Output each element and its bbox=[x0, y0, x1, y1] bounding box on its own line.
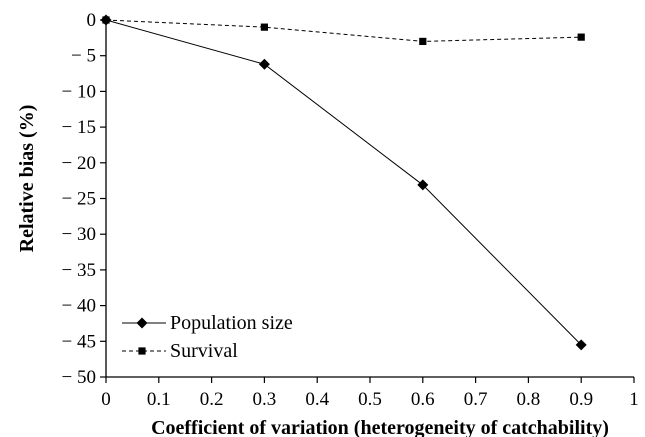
data-point-survival bbox=[260, 23, 268, 31]
x-tick-label: 0.5 bbox=[358, 389, 382, 410]
y-tick-label: 0 bbox=[87, 10, 97, 31]
x-tick-label: 0 bbox=[101, 389, 111, 410]
x-tick-label: 0.2 bbox=[200, 389, 224, 410]
data-point-population-size bbox=[575, 339, 587, 351]
legend-marker-population-size bbox=[136, 317, 148, 329]
x-tick-label: 0.3 bbox=[253, 389, 277, 410]
legend: Population size Survival bbox=[122, 312, 293, 362]
x-tick-label: 0.9 bbox=[569, 389, 593, 410]
series-layer bbox=[100, 14, 587, 351]
y-tick-label: − 25 bbox=[62, 189, 96, 210]
y-tick-label: − 45 bbox=[62, 331, 96, 352]
y-tick-label: − 30 bbox=[62, 224, 96, 245]
y-axis-title: Relative bias (%) bbox=[16, 105, 38, 253]
series-line-population-size bbox=[105, 19, 582, 346]
y-tick-label: − 15 bbox=[62, 117, 96, 138]
legend-label-survival: Survival bbox=[170, 340, 238, 362]
y-tick-label: − 5 bbox=[71, 46, 96, 67]
legend-marker-survival bbox=[138, 347, 146, 355]
y-tick-label: − 10 bbox=[62, 81, 96, 102]
y-tick-label: − 20 bbox=[62, 153, 96, 174]
x-axis-ticks: 0 0.1 0.2 0.3 0.4 0.5 0.6 0.7 0.8 0.9 1 bbox=[101, 377, 639, 410]
data-point-survival bbox=[102, 16, 110, 24]
data-point-survival bbox=[419, 37, 427, 46]
x-tick-label: 0.6 bbox=[411, 389, 435, 410]
data-point-survival bbox=[577, 33, 585, 41]
y-tick-label: − 40 bbox=[62, 296, 96, 317]
x-tick-label: 0.4 bbox=[305, 389, 329, 410]
x-tick-label: 0.1 bbox=[147, 389, 171, 410]
data-point-population-size bbox=[258, 58, 270, 70]
x-tick-label: 0.8 bbox=[517, 389, 541, 410]
y-tick-label: − 50 bbox=[62, 367, 96, 388]
x-tick-label: 1 bbox=[629, 389, 639, 410]
legend-label-population-size: Population size bbox=[170, 312, 293, 334]
y-axis-ticks: 0 − 5 − 10 − 15 − 20 − 25 − 30 − 35 − 40 − 45 − 50 bbox=[62, 10, 106, 388]
series-line-survival bbox=[105, 19, 582, 42]
data-point-population-size bbox=[417, 179, 429, 191]
x-tick-label: 0.7 bbox=[464, 389, 488, 410]
x-axis-title: Coefficient of variation (heterogeneity … bbox=[151, 417, 609, 437]
y-tick-label: − 35 bbox=[62, 260, 96, 281]
